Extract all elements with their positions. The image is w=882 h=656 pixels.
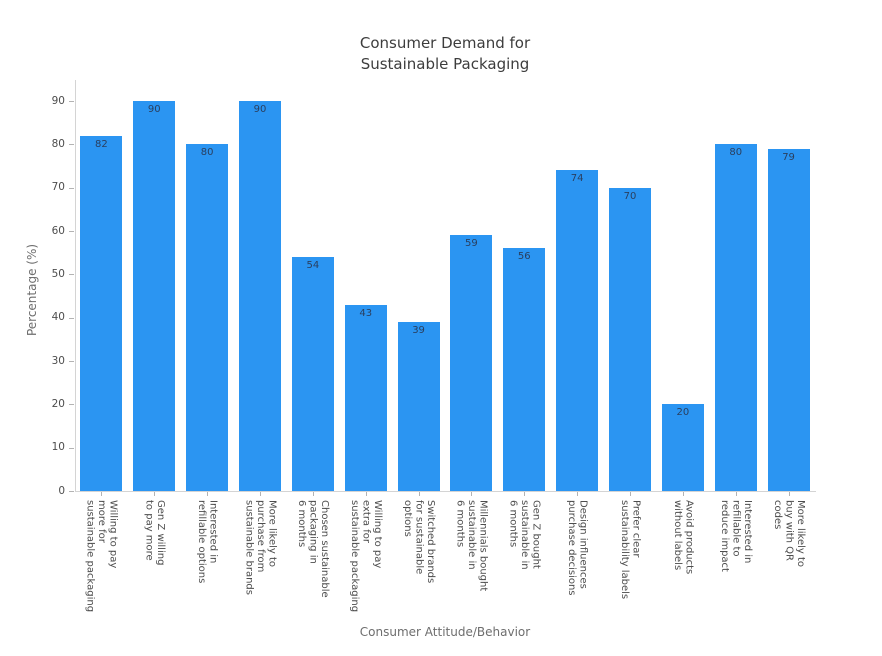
x-tick-mark <box>577 492 579 496</box>
x-tick-mark <box>365 492 367 496</box>
x-tick-mark <box>154 492 156 496</box>
x-category-label: Prefer clear sustainability labels <box>619 500 642 600</box>
bar: 54 <box>291 257 334 491</box>
bar-value-label: 74 <box>570 173 584 185</box>
y-tick-mark <box>69 404 74 406</box>
bar-value-label: 79 <box>782 151 795 163</box>
bar: 20 <box>661 404 704 491</box>
bar-value-label: 70 <box>623 190 637 202</box>
y-tick-label: 90 <box>51 94 65 107</box>
y-tick-label: 50 <box>51 267 65 280</box>
bar-value-label: 54 <box>306 260 320 271</box>
x-tick-mark <box>101 492 103 496</box>
x-category-label: Interested in refillable to reduce impac… <box>718 500 753 572</box>
x-category-label: Interested in refillable options <box>196 500 219 584</box>
bar: 74 <box>556 170 599 491</box>
bar-value-label: 59 <box>465 238 478 250</box>
bar-value-label: 20 <box>676 407 690 419</box>
chart-title: Consumer Demand for Sustainable Packagin… <box>359 34 531 73</box>
x-category-label: Switched brands for sustainable options <box>401 500 436 584</box>
bar-value-label: 80 <box>200 147 214 159</box>
x-tick-mark <box>735 492 737 496</box>
x-category-label: Willing to pay extra for sustainable pac… <box>348 500 383 613</box>
y-tick-mark <box>69 101 74 102</box>
x-category-label: Millennials bought sustainable in 6 mont… <box>454 500 489 592</box>
x-category-label: More likely to purchase from sustainable… <box>243 500 278 595</box>
bar: 80 <box>186 144 229 491</box>
x-tick-mark <box>682 492 684 496</box>
x-category-label: Chosen sustainable packaging in 6 months <box>296 500 331 598</box>
bar-value-label: 90 <box>147 104 161 115</box>
bar: 56 <box>503 248 546 491</box>
x-category-label: Willing to pay more for sustainable pack… <box>84 500 119 613</box>
bar-value-label: 80 <box>729 147 743 159</box>
x-tick-mark <box>312 492 314 496</box>
bar-value-label: 39 <box>412 325 425 336</box>
x-tick-mark <box>418 492 420 496</box>
bar: 82 <box>80 135 123 491</box>
x-tick-mark <box>260 492 261 496</box>
y-tick-label: 20 <box>51 397 65 410</box>
x-category-label: Avoid products without labels <box>671 500 695 575</box>
bar-value-label: 43 <box>359 307 373 319</box>
y-tick-mark <box>69 144 74 146</box>
bar: 43 <box>344 304 387 491</box>
y-tick-mark <box>69 187 74 189</box>
y-tick-label: 10 <box>51 441 65 454</box>
y-tick-mark <box>69 317 74 319</box>
y-tick-label: 70 <box>51 181 65 194</box>
y-tick-label: 30 <box>51 354 65 367</box>
bar: 70 <box>609 187 651 491</box>
y-tick-label: 40 <box>51 311 65 324</box>
x-tick-mark <box>524 492 526 496</box>
bar: 59 <box>450 235 493 491</box>
x-category-label: More likely to buy with QR codes <box>771 500 806 568</box>
y-tick-mark <box>69 361 74 362</box>
y-tick-label: 60 <box>51 224 65 237</box>
y-tick-label: 0 <box>58 484 65 497</box>
y-tick-mark <box>69 274 74 276</box>
x-tick-mark <box>471 492 473 496</box>
x-tick-mark <box>788 492 790 496</box>
y-tick-mark <box>69 231 74 232</box>
x-category-label: Design influences purchase decisions <box>566 500 589 596</box>
x-tick-mark <box>207 492 209 496</box>
x-category-label: Gen Z willing to pay more <box>143 500 166 566</box>
bar: 80 <box>714 144 757 491</box>
bar-value-label: 90 <box>253 104 267 115</box>
y-tick-mark <box>69 447 74 449</box>
x-tick-mark <box>630 492 631 496</box>
bar: 39 <box>397 322 440 491</box>
bar-value-label: 82 <box>95 138 108 150</box>
bar: 90 <box>133 101 176 491</box>
bar-value-label: 56 <box>517 251 531 263</box>
y-tick-mark <box>69 491 74 492</box>
x-axis-title: Consumer Attitude/Behavior <box>359 625 531 639</box>
y-tick-label: 80 <box>51 137 65 150</box>
bar: 90 <box>239 101 281 491</box>
x-category-label: Gen Z bought sustainable in 6 months <box>507 500 542 570</box>
bar: 79 <box>767 148 810 491</box>
